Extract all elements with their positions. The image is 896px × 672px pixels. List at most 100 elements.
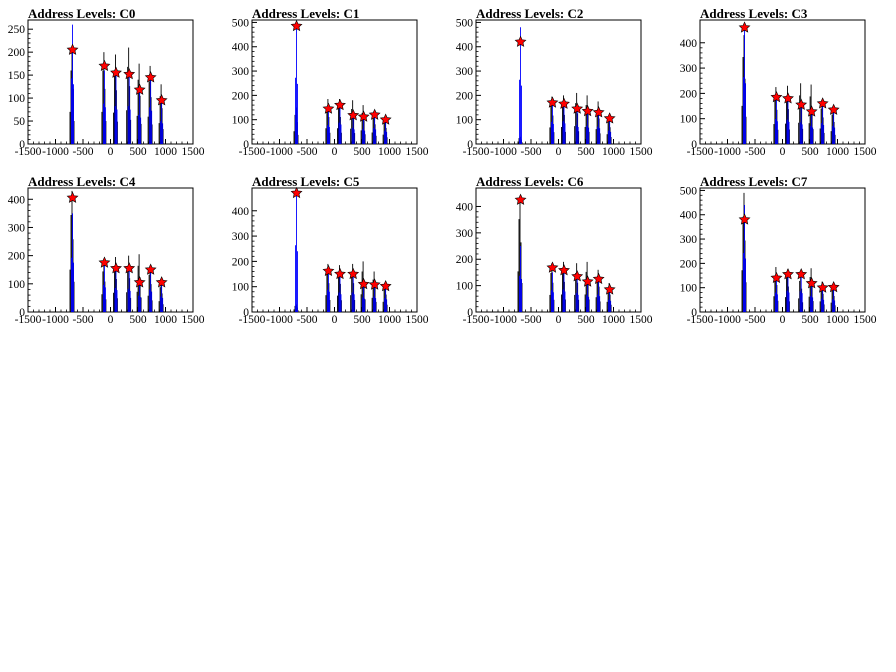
x-tick-label: 1000 xyxy=(602,146,625,158)
peak-marker xyxy=(592,106,605,118)
x-tick-label: -1500 xyxy=(463,314,490,326)
blue-histogram-peak xyxy=(373,114,377,144)
x-tick-label: -1000 xyxy=(714,146,741,158)
peak-marker xyxy=(558,264,570,276)
peak-marker xyxy=(144,263,157,275)
y-tick-label: 100 xyxy=(680,114,698,126)
x-tick-label: -1500 xyxy=(239,314,266,326)
blue-histogram-peak xyxy=(519,246,523,312)
peak-marker xyxy=(546,96,559,108)
peak-marker xyxy=(805,277,818,289)
y-tick-label: 100 xyxy=(232,282,250,294)
chart-title: Address Levels: C3 xyxy=(700,6,808,21)
blue-histogram-peak xyxy=(338,276,342,312)
peak-marker xyxy=(98,256,111,268)
black-histogram-peak xyxy=(773,267,779,312)
y-tick-label: 500 xyxy=(680,185,698,197)
y-tick-label: 500 xyxy=(232,17,250,29)
blue-histogram-peak xyxy=(114,268,118,312)
peak-marker xyxy=(123,262,136,274)
peak-marker xyxy=(133,83,146,95)
peak-marker xyxy=(334,98,346,111)
x-tick-label: 1000 xyxy=(602,314,625,326)
black-histogram-peak xyxy=(595,101,601,144)
x-tick-label: 0 xyxy=(780,314,786,326)
x-tick-label: -1500 xyxy=(687,146,714,158)
x-tick-label: -1000 xyxy=(42,146,69,158)
y-tick-label: 0 xyxy=(243,139,249,151)
peak-marker xyxy=(795,98,808,110)
peak-marker xyxy=(827,103,840,115)
blue-histogram-peak xyxy=(799,274,803,312)
blue-histogram-peak xyxy=(575,277,579,312)
peak-marker xyxy=(571,270,584,282)
x-tick-label: -500 xyxy=(296,146,317,158)
axes-frame xyxy=(251,19,418,145)
y-tick-label: 300 xyxy=(680,234,698,246)
chart-panel-1: 0 100 200 300 400 500 -1500 -1000 -500 0 500 1000 15… xyxy=(224,0,448,168)
x-tick-label: 1500 xyxy=(854,146,877,158)
peak-marker xyxy=(133,276,146,288)
chart-svg: 0 100 200 300 400 500 -1500 -1000 -500 0 500 1000 15… xyxy=(680,185,877,326)
blue-histogram-peak xyxy=(832,111,836,144)
peak-marker xyxy=(805,105,818,117)
chart-title: Address Levels: C5 xyxy=(252,174,360,189)
peak-marker xyxy=(770,271,783,284)
y-tick-label: 300 xyxy=(232,66,250,78)
y-tick-label: 250 xyxy=(8,24,26,36)
blue-histogram-peak xyxy=(550,272,554,312)
black-histogram-peak xyxy=(798,273,804,312)
x-tick-label: -500 xyxy=(744,314,765,326)
peak-marker xyxy=(379,113,392,125)
blue-histogram-peak xyxy=(832,288,836,312)
blue-histogram-peak xyxy=(71,24,75,144)
y-tick-label: 400 xyxy=(680,38,698,50)
black-histogram-peak xyxy=(574,263,580,312)
x-tick-label: 1500 xyxy=(406,146,429,158)
x-tick-label: 1500 xyxy=(630,314,653,326)
blue-histogram-peak xyxy=(384,119,388,144)
x-tick-label: -1000 xyxy=(714,314,741,326)
x-tick-label: 1500 xyxy=(182,314,205,326)
chart-title: Address Levels: C0 xyxy=(28,6,136,21)
chart-panel-0: 0 50 100 150 200 250 -1500 -1000 -500 0 500 1000 150… xyxy=(0,0,224,168)
y-tick-label: 300 xyxy=(232,231,250,243)
blue-histogram-peak xyxy=(149,271,153,312)
y-tick-label: 400 xyxy=(680,210,698,222)
blue-histogram-peak xyxy=(608,119,612,144)
peak-marker xyxy=(558,97,570,109)
y-tick-label: 400 xyxy=(232,206,250,218)
peak-marker xyxy=(782,268,794,280)
black-histogram-peak xyxy=(830,107,836,144)
peak-marker xyxy=(368,278,381,290)
chart-title: Address Levels: C6 xyxy=(476,174,584,189)
y-tick-label: 0 xyxy=(467,307,473,319)
x-tick-label: -1500 xyxy=(687,314,714,326)
y-tick-label: 200 xyxy=(456,90,474,102)
peak-marker xyxy=(347,109,360,121)
x-tick-label: 500 xyxy=(129,146,147,158)
blue-histogram-peak xyxy=(373,284,377,312)
blue-histogram-peak xyxy=(799,104,803,144)
axes-frame xyxy=(475,19,642,145)
black-histogram-peak xyxy=(584,261,590,312)
blue-histogram-peak xyxy=(608,289,612,312)
blue-histogram-peak xyxy=(71,213,75,312)
y-tick-label: 50 xyxy=(14,116,26,128)
blue-histogram-peak xyxy=(597,112,601,144)
blue-histogram-peak xyxy=(326,271,330,312)
chart-title: Address Levels: C1 xyxy=(252,6,360,21)
blue-histogram-peak xyxy=(102,70,106,144)
x-tick-label: -1500 xyxy=(239,146,266,158)
y-tick-label: 300 xyxy=(456,66,474,78)
x-tick-label: 500 xyxy=(801,314,819,326)
chart-panel-2: 0 100 200 300 400 500 -1500 -1000 -500 0 500 1000 15… xyxy=(448,0,672,168)
peak-marker xyxy=(110,66,122,78)
chart-svg: 0 100 200 300 400 -1500 -1000 -500 0 500 1000 1500 xyxy=(232,186,429,326)
blue-histogram-peak xyxy=(326,109,330,144)
x-tick-label: -1000 xyxy=(42,314,69,326)
axes-frame xyxy=(251,187,418,313)
x-tick-label: 1000 xyxy=(154,146,177,158)
y-tick-label: 0 xyxy=(243,307,249,319)
figure-grid: 0 50 100 150 200 250 -1500 -1000 -500 0 500 1000 150… xyxy=(0,0,877,326)
